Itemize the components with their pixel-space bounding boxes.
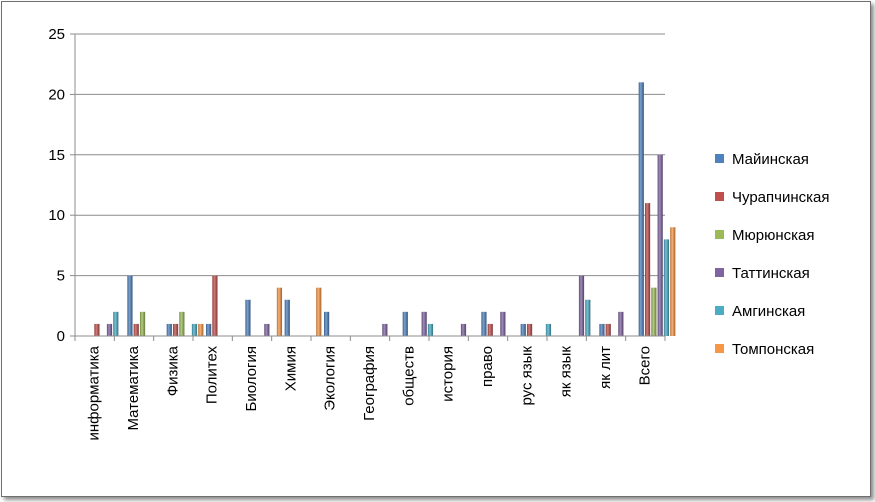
axes [70,33,666,341]
bar-амгинская-всего [663,239,670,336]
legend: Майинская Чурапчинская Мюрюнская Таттинская… [715,151,829,358]
bar-майинская-химия [284,299,290,336]
x-category-labels: информатика Математика Физика Политех Биолог… [86,345,654,440]
bar-таттинская-право [500,311,506,336]
bar-майинская-экология [324,311,330,336]
bar-чурапчинская-физика [172,323,179,336]
x-tick-label-як-лит: як лит [597,346,614,389]
legend-label-чурапчинская: Чурапчинская [732,189,829,206]
x-tick-label-история: история [440,346,457,402]
y-tick-label-10: 10 [48,207,65,224]
bar-мюрюнская-всего [651,287,657,336]
legend-label-майинская: Майинская [732,151,809,168]
bar-амгинская-як-язык [585,299,591,336]
bar-майинская-биология [245,299,251,336]
bar-таттинская-обществ [421,311,427,336]
legend-label-амгинская: Амгинская [732,303,805,320]
y-tick-labels: 0 5 10 15 20 25 [48,26,65,345]
x-tick-label-обществ: обществ [400,346,417,406]
x-tick-label-физика: Физика [164,345,181,396]
bar-мюрюнская-физика [179,311,185,336]
bar-таттинская-всего [657,154,663,336]
legend-swatch-таттинская [715,268,724,277]
legend-swatch-чурапчинская [715,192,724,201]
y-tick-label-25: 25 [48,26,65,43]
gridlines [75,33,665,337]
x-tick-label-право: право [479,346,496,387]
bar-амгинская-физика [191,323,198,336]
bar-чурапчинская-математика [133,323,139,336]
bar-чурапчинская-информатика [94,323,100,336]
x-tick-label-всего: Всего [636,346,653,385]
bar-таттинская-як-лит [618,311,624,336]
bar-чурапчинская-як-лит [605,323,611,336]
bars [94,82,676,336]
y-tick-label-20: 20 [48,86,65,103]
bar-таттинская-география [382,323,388,336]
y-tick-label-0: 0 [57,328,65,345]
bar-амгинская-рус-язык [545,323,552,336]
bar-чурапчинская-всего [644,203,651,336]
bar-таттинская-биология [264,323,270,336]
bar-чурапчинская-политех [212,275,218,336]
bar-мюрюнская-математика [139,311,146,336]
x-tick-label-биология: Биология [243,346,260,411]
legend-label-мюрюнская: Мюрюнская [732,227,814,244]
y-tick-label-15: 15 [48,147,65,164]
bar-чурапчинская-рус-язык [526,323,533,336]
bar-майинская-право [481,311,487,336]
bar-майинская-як-лит [599,323,605,336]
legend-label-таттинская: Таттинская [732,265,810,282]
x-tick-label-политех: Политех [204,346,221,405]
bar-томпонская-всего [670,227,676,336]
bar-таттинская-як-язык [578,275,585,336]
bar-таттинская-информатика [106,323,113,336]
bar-чурапчинская-право [487,323,493,336]
legend-label-томпонская: Томпонская [732,341,814,358]
x-tick-label-рус-язык: рус язык [518,346,535,406]
bar-томпонская-биология [276,287,283,336]
bar-майинская-математика [127,275,133,336]
y-tick-label-5: 5 [57,268,65,285]
x-tick-label-як-язык: як язык [558,346,575,398]
legend-swatch-амгинская [715,306,724,315]
x-tick-label-химия: Химия [282,346,299,391]
bar-майинская-обществ [402,311,408,336]
bar-майинская-рус-язык [520,323,526,336]
x-tick-label-информатика: информатика [86,345,103,440]
bar-томпонская-физика [198,323,204,336]
bar-майинская-всего [638,82,644,336]
bar-майинская-политех [206,323,212,336]
bar-майинская-физика [166,323,172,336]
legend-swatch-майинская [715,154,724,163]
x-tick-label-экология: Экология [322,346,339,411]
x-tick-label-география: География [361,346,378,421]
legend-swatch-томпонская [715,344,724,353]
bar-амгинская-обществ [427,323,434,336]
bar-томпонская-химия [316,287,322,336]
x-tick-label-математика: Математика [125,345,142,430]
legend-swatch-мюрюнская [715,230,724,239]
bar-таттинская-история [460,323,467,336]
bar-амгинская-информатика [113,311,119,336]
